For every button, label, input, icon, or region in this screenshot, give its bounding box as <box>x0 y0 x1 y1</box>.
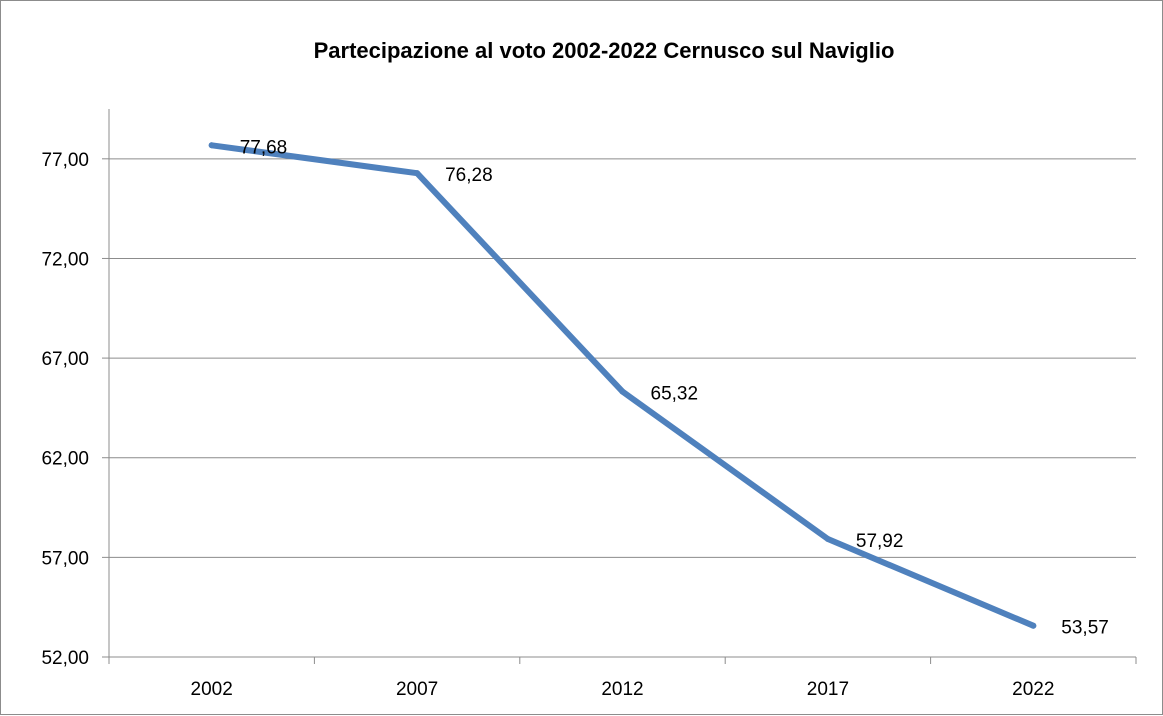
y-tick-label: 72,00 <box>41 249 89 270</box>
x-tick-label: 2012 <box>601 679 643 700</box>
y-tick-label: 67,00 <box>41 349 89 370</box>
data-point <box>208 142 215 149</box>
x-tick-label: 2002 <box>191 679 233 700</box>
data-label: 77,68 <box>240 137 288 158</box>
data-point <box>619 388 626 395</box>
chart-title: Partecipazione al voto 2002-2022 Cernusc… <box>314 38 895 63</box>
x-tick-label: 2017 <box>807 679 849 700</box>
data-label: 65,32 <box>651 384 699 405</box>
y-tick-label: 77,00 <box>41 150 89 171</box>
x-tick-label: 2022 <box>1012 679 1054 700</box>
gridlines <box>109 158 1136 558</box>
data-point <box>414 170 421 177</box>
y-tick-labels: 52,00 57,00 62,00 67,00 72,00 77,00 <box>41 150 89 669</box>
axes <box>102 109 1137 664</box>
data-point <box>1030 622 1037 629</box>
y-tick-label: 62,00 <box>41 449 89 470</box>
series-line <box>208 142 1037 629</box>
data-point <box>824 536 831 543</box>
y-tick-label: 57,00 <box>41 548 89 569</box>
x-tick-labels: 2002 2007 2012 2017 2022 <box>191 679 1055 700</box>
data-labels: 77,68 76,28 65,32 57,92 53,57 <box>240 137 1109 638</box>
data-label: 53,57 <box>1061 618 1109 639</box>
data-label: 57,92 <box>856 531 904 552</box>
x-tick-label: 2007 <box>396 679 438 700</box>
series-layer <box>208 142 1037 629</box>
y-tick-label: 52,00 <box>41 648 89 669</box>
data-label: 76,28 <box>445 165 493 186</box>
